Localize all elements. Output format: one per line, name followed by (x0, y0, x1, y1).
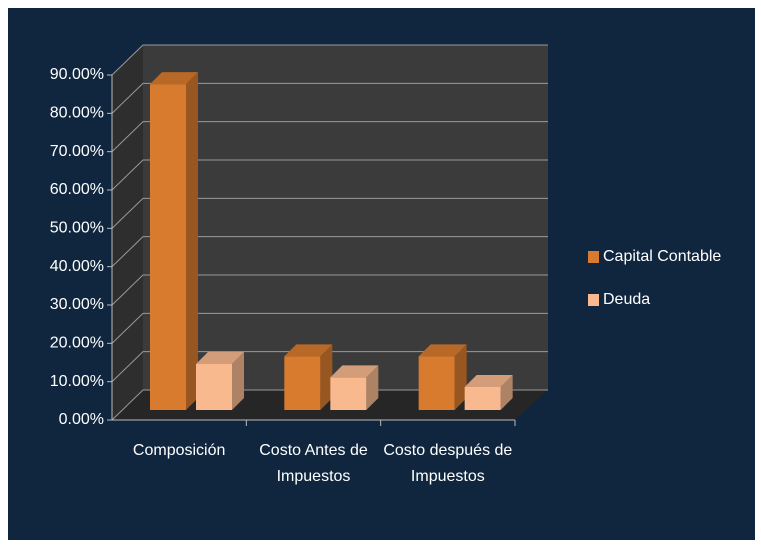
bar-side (366, 365, 379, 410)
grid-line (111, 197, 548, 229)
bar (196, 364, 232, 410)
grid-line (111, 121, 548, 153)
bar (418, 356, 455, 410)
y-tick-label: 20.00% (50, 335, 104, 352)
bar-top (330, 365, 379, 378)
bar-side (320, 344, 333, 410)
y-tick-label: 60.00% (50, 181, 104, 198)
x-tick-label: Composición (132, 442, 226, 459)
x-tick-label: Costo después de Impuestos (383, 442, 513, 485)
grid-line (111, 351, 548, 383)
legend-swatch (588, 294, 599, 306)
y-tick-label: 40.00% (50, 258, 104, 275)
y-tick-label: 10.00% (50, 373, 104, 390)
bar-top (284, 344, 333, 357)
y-tick-label: 70.00% (50, 143, 104, 160)
y-tick-label: 0.00% (59, 411, 104, 428)
legend-label: Deuda (603, 291, 650, 308)
bar-side (500, 375, 513, 410)
y-tick-label: 30.00% (50, 296, 104, 313)
grid-line (111, 44, 548, 76)
grid-line (111, 274, 548, 306)
bar-side (186, 72, 198, 411)
grid-line (111, 159, 548, 191)
bar (284, 356, 321, 410)
bar-top (418, 344, 467, 357)
bar-top (196, 352, 244, 364)
y-tick-label: 90.00% (50, 66, 104, 83)
bar (150, 84, 186, 411)
grid-line (111, 389, 548, 421)
legend-swatch (588, 251, 599, 263)
bar (464, 387, 501, 410)
legend-label: Capital Contable (603, 248, 721, 265)
back-wall (143, 45, 548, 390)
side-wall (112, 45, 143, 420)
x-tick-label: Costo Antes de Impuestos (259, 442, 368, 485)
bar-top (464, 375, 513, 387)
grid-line (111, 82, 548, 114)
bar-side (232, 352, 244, 410)
y-tick-label: 80.00% (50, 105, 104, 122)
bar-top (150, 72, 198, 85)
grid-line (111, 236, 548, 268)
bar (330, 377, 367, 410)
bar-side (454, 344, 467, 410)
grid-line (111, 312, 548, 344)
y-tick-label: 50.00% (50, 220, 104, 237)
